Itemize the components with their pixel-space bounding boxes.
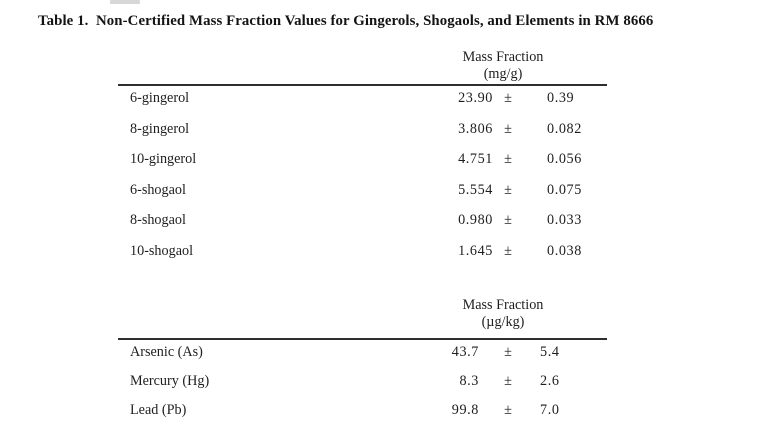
header-rule-top [118, 84, 607, 86]
plus-minus-symbol: ± [504, 151, 512, 168]
column-header-unit-mg-g: (mg/g) [483, 65, 523, 82]
elements-table: Arsenic (As) 43.7 ± 5.4 Mercury (Hg) 8.3… [118, 340, 607, 427]
row-value: 8.3 [459, 373, 479, 389]
row-value: 5.554 [458, 181, 493, 198]
plus-minus-symbol: ± [504, 402, 512, 418]
column-header-mg: Mass Fraction (mg/g) [413, 49, 593, 82]
row-value: 23.90 [458, 90, 493, 106]
gingerol-shogaol-table: 6-gingerol 23.90 ± 0.39 8-gingerol 3.806… [118, 86, 607, 270]
row-label: 6-shogaol [130, 181, 186, 198]
table-row: Arsenic (As) 43.7 ± 5.4 [118, 340, 607, 369]
scan-artifact [110, 0, 140, 4]
row-uncertainty: 0.082 [547, 120, 582, 137]
table-row: Lead (Pb) 99.8 ± 7.0 [118, 398, 607, 427]
row-label: 6-gingerol [130, 90, 190, 106]
plus-minus-symbol: ± [504, 212, 512, 229]
table-row: 8-gingerol 3.806 ± 0.082 [118, 117, 607, 148]
row-uncertainty: 0.038 [547, 242, 582, 259]
plus-minus-symbol: ± [504, 181, 512, 198]
table-row: 8-shogaol 0.980 ± 0.033 [118, 208, 607, 239]
row-label: Mercury (Hg) [130, 373, 210, 389]
row-value: 1.645 [458, 242, 493, 259]
row-value: 4.751 [458, 151, 493, 168]
row-value: 0.980 [458, 212, 493, 229]
row-value: 3.806 [458, 120, 493, 137]
plus-minus-symbol: ± [504, 373, 512, 389]
row-uncertainty: 0.033 [547, 212, 582, 229]
row-label: 8-shogaol [130, 212, 186, 229]
table-row: Mercury (Hg) 8.3 ± 2.6 [118, 369, 607, 398]
table-row: 6-gingerol 23.90 ± 0.39 [118, 86, 607, 117]
plus-minus-symbol: ± [504, 90, 512, 106]
plus-minus-symbol: ± [504, 242, 512, 259]
row-label: Arsenic (As) [130, 344, 203, 360]
column-header-mass-fraction: Mass Fraction [462, 49, 544, 65]
column-header-ug: Mass Fraction (µg/kg) [413, 297, 593, 330]
row-uncertainty: 5.4 [540, 344, 560, 360]
table-row: 10-shogaol 1.645 ± 0.038 [118, 239, 607, 270]
row-label: Lead (Pb) [130, 402, 187, 418]
table-row: 10-gingerol 4.751 ± 0.056 [118, 147, 607, 178]
row-uncertainty: 0.056 [547, 151, 582, 168]
row-label: 10-gingerol [130, 151, 197, 168]
column-header-mass-fraction: Mass Fraction [462, 297, 544, 313]
row-uncertainty: 2.6 [540, 373, 560, 389]
row-label: 10-shogaol [130, 242, 194, 259]
row-uncertainty: 7.0 [540, 402, 560, 418]
row-uncertainty: 0.39 [547, 90, 575, 106]
plus-minus-symbol: ± [504, 120, 512, 137]
row-label: 8-gingerol [130, 120, 190, 137]
column-header-unit-ug-kg: (µg/kg) [481, 313, 525, 330]
row-value: 43.7 [451, 344, 479, 360]
table-title: Table 1. Non-Certified Mass Fraction Val… [38, 13, 654, 29]
plus-minus-symbol: ± [504, 344, 512, 360]
row-uncertainty: 0.075 [547, 181, 582, 198]
row-value: 99.8 [451, 402, 479, 418]
header-rule-bottom [118, 338, 607, 340]
table-row: 6-shogaol 5.554 ± 0.075 [118, 178, 607, 209]
